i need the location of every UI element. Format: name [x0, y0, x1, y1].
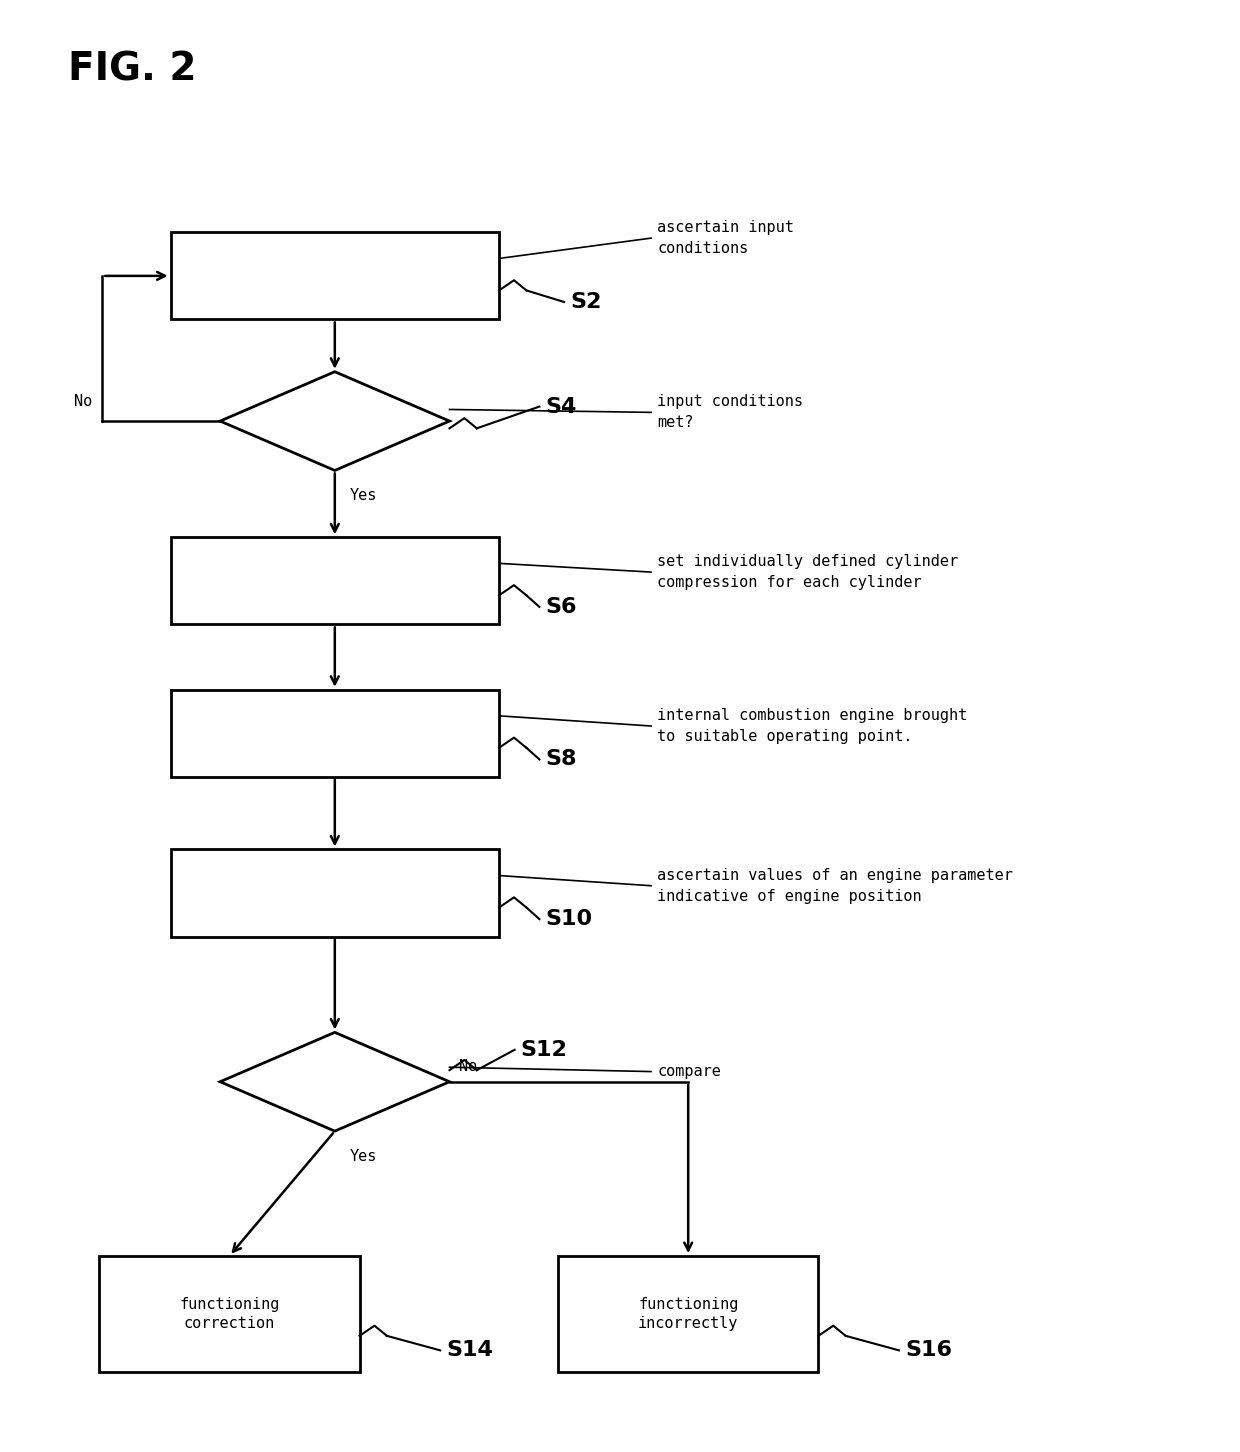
Text: S16: S16	[905, 1340, 952, 1361]
Bar	[558, 1256, 818, 1372]
Text: S10: S10	[546, 909, 593, 929]
Polygon shape	[221, 372, 450, 470]
Text: ascertain values of an engine parameter
indicative of engine position: ascertain values of an engine parameter …	[657, 868, 1013, 903]
Bar	[171, 849, 498, 937]
Text: S6: S6	[546, 597, 577, 617]
Bar	[171, 690, 498, 777]
Text: No: No	[74, 395, 93, 409]
Text: S8: S8	[546, 749, 577, 770]
Text: functioning
incorrectly: functioning incorrectly	[639, 1297, 738, 1331]
Text: set individually defined cylinder
compression for each cylinder: set individually defined cylinder compre…	[657, 555, 959, 590]
Text: No: No	[460, 1060, 477, 1074]
Bar	[99, 1256, 360, 1372]
Text: compare: compare	[657, 1064, 722, 1079]
Bar	[171, 537, 498, 624]
Text: FIG. 2: FIG. 2	[68, 51, 197, 89]
Text: Yes: Yes	[350, 1149, 377, 1163]
Text: input conditions
met?: input conditions met?	[657, 395, 804, 430]
Polygon shape	[221, 1032, 450, 1131]
Text: ascertain input
conditions: ascertain input conditions	[657, 221, 794, 256]
Text: functioning
correction: functioning correction	[180, 1297, 279, 1331]
Text: S12: S12	[521, 1040, 568, 1060]
Bar	[171, 232, 498, 319]
Text: Yes: Yes	[350, 488, 377, 502]
Text: S14: S14	[446, 1340, 494, 1361]
Text: S2: S2	[570, 292, 601, 312]
Text: S4: S4	[546, 396, 577, 417]
Text: internal combustion engine brought
to suitable operating point.: internal combustion engine brought to su…	[657, 709, 967, 743]
